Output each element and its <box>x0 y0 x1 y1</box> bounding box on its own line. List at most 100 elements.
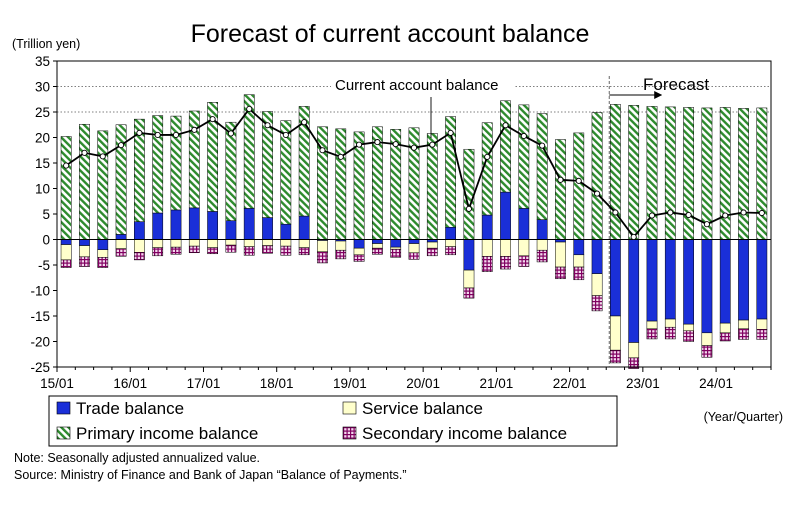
bar-primary-income-balance <box>683 107 694 240</box>
bar-secondary-income-balance <box>262 245 273 254</box>
bar-primary-income-balance <box>225 121 237 221</box>
bar-trade-balance <box>628 239 640 343</box>
bar-secondary-income-balance <box>518 255 530 267</box>
y-tick-label: 20 <box>35 131 50 146</box>
bar-service-balance <box>335 240 347 251</box>
bar-primary-income-balance <box>756 107 768 240</box>
bar-secondary-income-balance <box>463 287 475 299</box>
bar-secondary-income-balance <box>152 247 164 257</box>
y-tick-label: -15 <box>30 309 50 324</box>
x-tick-label: 23/01 <box>626 376 660 391</box>
bar-secondary-income-balance <box>225 244 237 253</box>
bar-trade-balance <box>79 239 90 246</box>
x-tick-label: 18/01 <box>260 376 294 391</box>
bar-trade-balance <box>243 208 255 240</box>
line-point <box>539 142 546 149</box>
x-tick-label: 21/01 <box>479 376 513 391</box>
bar-service-balance <box>207 239 218 248</box>
bar-primary-income-balance <box>60 136 72 240</box>
y-tick-label: 10 <box>35 182 50 197</box>
line-point <box>520 132 527 140</box>
bar-trade-balance <box>225 220 237 240</box>
bar-trade-balance <box>372 239 383 244</box>
line-point <box>154 131 161 138</box>
bar-service-balance <box>756 318 768 330</box>
x-tick-label: 19/01 <box>333 376 367 391</box>
bar-trade-balance <box>591 239 603 274</box>
bar-secondary-income-balance <box>207 247 218 255</box>
bar-primary-income-balance <box>134 118 145 222</box>
bar-trade-balance <box>610 239 621 317</box>
bar-trade-balance <box>262 217 273 240</box>
y-tick-label: -25 <box>30 360 50 375</box>
bar-secondary-income-balance <box>353 254 365 262</box>
y-tick-label: 25 <box>35 105 50 120</box>
line-point <box>319 147 326 154</box>
bar-trade-balance <box>518 208 530 240</box>
bar-primary-income-balance <box>555 139 566 240</box>
y-axis-label: (Trillion yen) <box>12 37 80 51</box>
line-point <box>99 153 106 160</box>
line-point <box>374 139 381 146</box>
x-tick-label: 22/01 <box>553 376 587 391</box>
bar-primary-income-balance <box>518 104 530 209</box>
bar-primary-income-balance <box>280 120 292 225</box>
bar-service-balance <box>719 322 731 334</box>
line-point <box>612 209 619 216</box>
bar-trade-balance <box>298 215 310 240</box>
legend-swatch-trade <box>56 401 71 415</box>
x-tick-label: 15/01 <box>40 376 74 391</box>
bar-service-balance <box>408 243 420 254</box>
bar-primary-income-balance <box>298 106 310 217</box>
bar-service-balance <box>518 239 530 257</box>
bar-primary-income-balance <box>79 123 90 240</box>
bar-secondary-income-balance <box>628 357 640 369</box>
notes: Note: Seasonally adjusted annualized val… <box>14 450 407 484</box>
bar-trade-balance <box>646 239 658 322</box>
bar-trade-balance <box>408 239 420 244</box>
bar-secondary-income-balance <box>408 252 420 260</box>
bar-secondary-income-balance <box>646 328 658 340</box>
bar-trade-balance <box>536 219 548 240</box>
line-label: Current account balance <box>335 77 498 94</box>
bar-service-balance <box>628 342 640 359</box>
line-point <box>191 126 198 133</box>
bar-trade-balance <box>60 239 72 245</box>
bar-secondary-income-balance <box>60 259 72 268</box>
bar-trade-balance <box>756 239 768 320</box>
bar-secondary-income-balance <box>683 330 694 342</box>
line-point <box>685 211 692 219</box>
line-point <box>136 129 143 136</box>
bar-secondary-income-balance <box>536 249 548 263</box>
legend-label-primary: Primary income balance <box>76 424 258 443</box>
line-point <box>118 142 125 149</box>
bar-secondary-income-balance <box>756 329 768 340</box>
bar-trade-balance <box>390 239 402 248</box>
y-tick-label: -20 <box>30 335 50 350</box>
bar-primary-income-balance <box>170 115 182 211</box>
bar-primary-income-balance <box>536 113 548 220</box>
line-point <box>81 149 88 156</box>
bar-service-balance <box>591 273 603 296</box>
bar-service-balance <box>372 243 383 249</box>
bar-primary-income-balance <box>500 100 511 193</box>
bar-trade-balance <box>738 239 749 321</box>
bar-primary-income-balance <box>738 108 749 240</box>
bar-trade-balance <box>188 207 200 240</box>
bar-trade-balance <box>463 239 475 271</box>
bar-trade-balance <box>115 234 127 240</box>
line-point <box>63 162 70 169</box>
bar-service-balance <box>426 241 438 249</box>
bar-trade-balance <box>445 227 456 240</box>
bar-primary-income-balance <box>115 124 127 235</box>
bar-service-balance <box>573 254 585 268</box>
bar-service-balance <box>683 323 694 332</box>
bar-primary-income-balance <box>610 104 621 240</box>
bar-secondary-income-balance <box>298 247 310 256</box>
legend-label-secondary: Secondary income balance <box>362 424 567 443</box>
bar-trade-balance <box>719 239 731 324</box>
bar-service-balance <box>701 332 713 346</box>
bar-secondary-income-balance <box>738 328 749 340</box>
bar-secondary-income-balance <box>390 248 402 258</box>
